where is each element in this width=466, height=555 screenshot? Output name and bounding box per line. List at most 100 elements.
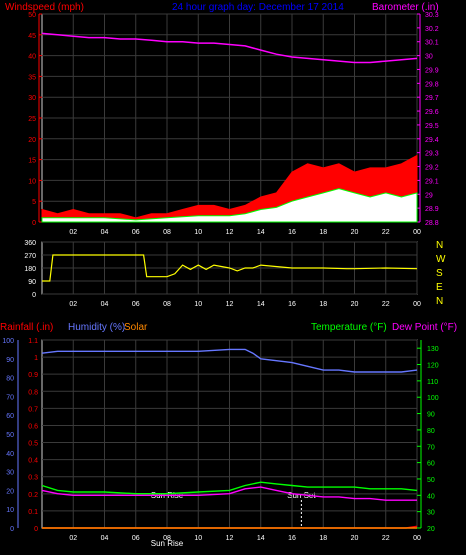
time-tick-label: 12 — [226, 229, 234, 236]
time-tick-label: 02 — [69, 535, 77, 542]
graph-title: 24 hour graph day: December 17 2014 — [172, 2, 344, 13]
windspeed-tick-label: 50 — [28, 12, 36, 19]
humidity-tick-label: 40 — [6, 451, 14, 458]
time-tick-label: 00 — [413, 301, 421, 308]
solar-axis-label: Solar — [124, 322, 148, 333]
rainfall-tick-label: 0.6 — [28, 423, 38, 430]
rainfall-tick-label: 0.1 — [28, 509, 38, 516]
time-tick-label: 06 — [132, 301, 140, 308]
windspeed-tick-label: 45 — [28, 33, 36, 40]
sunset-label: Sun Set — [287, 491, 316, 500]
time-tick-label: 14 — [257, 229, 265, 236]
time-tick-label: 00 — [413, 535, 421, 542]
windspeed-tick-label: 25 — [28, 116, 36, 123]
barometer-tick-label: 29.3 — [425, 151, 439, 158]
humidity-tick-label: 50 — [6, 432, 14, 439]
time-tick-label: 04 — [101, 229, 109, 236]
time-tick-label: 16 — [288, 229, 296, 236]
time-tick-label: 20 — [351, 535, 359, 542]
humidity-line — [41, 348, 418, 373]
wind-direction-line — [42, 254, 418, 282]
windspeed-axis-label: Windspeed (mph) — [5, 2, 84, 13]
barometer-tick-label: 29.6 — [425, 109, 439, 116]
barometer-tick-label: 28.9 — [425, 206, 439, 213]
barometer-tick-label: 29.7 — [425, 95, 439, 102]
time-tick-label: 10 — [194, 535, 202, 542]
direction-tick-label: 360 — [24, 240, 36, 247]
dew-point-line — [41, 486, 417, 501]
barometer-tick-label: 29.8 — [425, 81, 439, 88]
temperature-tick-label: 50 — [427, 477, 435, 484]
rainfall-tick-label: 0.8 — [28, 389, 38, 396]
compass-letter-e: E — [436, 282, 443, 293]
time-tick-label: 02 — [69, 229, 77, 236]
time-tick-label: 12 — [226, 301, 234, 308]
time-tick-label: 08 — [163, 229, 171, 236]
rainfall-tick-label: 0.9 — [28, 372, 38, 379]
temperature-tick-label: 70 — [427, 444, 435, 451]
humidity-axis-label: Humidity (%) — [68, 322, 125, 333]
windspeed-tick-label: 0 — [32, 220, 36, 227]
humidity-tick-label: 80 — [6, 376, 14, 383]
time-tick-label: 14 — [257, 535, 265, 542]
rainfall-tick-label: 0.3 — [28, 475, 38, 482]
barometer-tick-label: 29.5 — [425, 123, 439, 130]
windspeed-tick-label: 5 — [32, 199, 36, 206]
time-tick-label: 20 — [351, 301, 359, 308]
barometer-axis-label: Barometer (.in) — [372, 2, 439, 13]
humidity-tick-label: 10 — [6, 507, 14, 514]
rainfall-tick-label: 1.1 — [28, 338, 38, 345]
rainfall-tick-label: 0.2 — [28, 492, 38, 499]
temperature-tick-label: 30 — [427, 510, 435, 517]
temperature-tick-label: 100 — [427, 395, 439, 402]
humidity-tick-label: 20 — [6, 488, 14, 495]
barometer-line — [41, 32, 418, 64]
time-tick-label: 18 — [319, 535, 327, 542]
compass-letter-s: S — [436, 268, 443, 279]
humidity-tick-label: 90 — [6, 357, 14, 364]
time-tick-label: 16 — [288, 301, 296, 308]
direction-tick-label: 180 — [24, 266, 36, 273]
time-tick-label: 18 — [319, 229, 327, 236]
rainfall-tick-label: 0.7 — [28, 406, 38, 413]
time-tick-label: 18 — [319, 301, 327, 308]
time-tick-label: 04 — [101, 301, 109, 308]
wind-average-area — [41, 188, 418, 223]
compass-letter-n-top: N — [436, 240, 443, 251]
rainfall-axis-label: Rainfall (.in) — [0, 322, 53, 333]
direction-tick-label: 0 — [32, 292, 36, 299]
temperature-tick-label: 110 — [427, 379, 438, 386]
humidity-tick-label: 70 — [6, 394, 14, 401]
windspeed-tick-label: 20 — [28, 137, 36, 144]
time-tick-label: 06 — [132, 535, 140, 542]
windspeed-tick-label: 40 — [28, 54, 36, 61]
time-tick-label: 10 — [194, 229, 202, 236]
barometer-tick-label: 30.1 — [425, 40, 439, 47]
time-tick-label: 02 — [69, 301, 77, 308]
time-tick-label: 22 — [382, 301, 390, 308]
temperature-tick-label: 40 — [427, 493, 435, 500]
time-tick-label: 14 — [257, 301, 265, 308]
rainfall-tick-label: 0.4 — [28, 458, 38, 465]
direction-tick-label: 270 — [24, 253, 36, 260]
barometer-tick-label: 29 — [425, 192, 433, 199]
barometer-tick-label: 29.4 — [425, 137, 439, 144]
barometer-tick-label: 29.9 — [425, 67, 439, 74]
barometer-tick-label: 29.1 — [425, 178, 439, 185]
temperature-tick-label: 80 — [427, 428, 435, 435]
rainfall-tick-label: 1 — [34, 355, 38, 362]
time-tick-label: 22 — [382, 535, 390, 542]
time-tick-label: 22 — [382, 229, 390, 236]
humidity-tick-label: 30 — [6, 470, 14, 477]
time-tick-label: 08 — [163, 301, 171, 308]
humidity-tick-label: 60 — [6, 413, 14, 420]
time-tick-label: 00 — [413, 229, 421, 236]
compass-letter-w: W — [436, 254, 446, 265]
dew-point-axis-label: Dew Point (°F) — [392, 322, 457, 333]
temperature-tick-label: 20 — [427, 526, 435, 533]
windspeed-tick-label: 15 — [28, 158, 36, 165]
time-tick-label: 12 — [226, 535, 234, 542]
temperature-tick-label: 130 — [427, 346, 439, 353]
